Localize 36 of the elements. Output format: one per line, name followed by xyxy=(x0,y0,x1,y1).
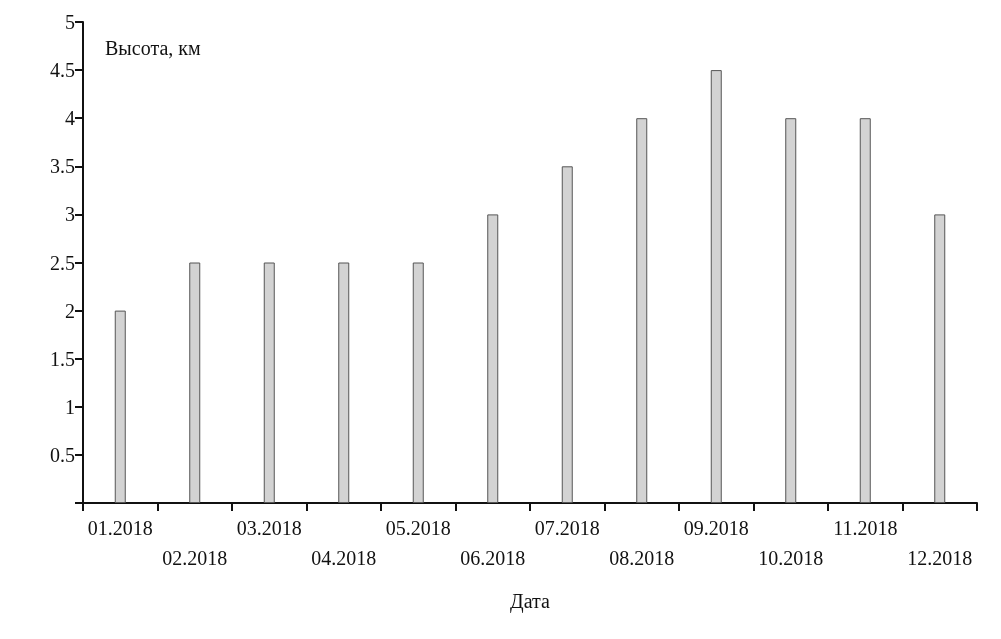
y-tick-label: 3.5 xyxy=(50,155,75,178)
bar xyxy=(636,118,648,503)
bar xyxy=(785,118,797,503)
bar xyxy=(338,262,350,503)
bar xyxy=(412,262,424,503)
x-tick-label: 06.2018 xyxy=(460,547,526,569)
x-tick-label: 10.2018 xyxy=(758,547,824,569)
y-tick-label: 4.5 xyxy=(50,59,75,82)
bar xyxy=(114,310,126,503)
x-tick-label: 04.2018 xyxy=(311,547,377,569)
y-tick-label: 4 xyxy=(65,107,75,130)
y-axis-title: Высота, км xyxy=(105,37,201,59)
x-tick-label: 11.2018 xyxy=(833,517,898,539)
bar xyxy=(189,262,201,503)
x-tick-label: 05.2018 xyxy=(385,517,451,539)
x-tick-label: 07.2018 xyxy=(534,517,600,539)
y-tick-label: 3 xyxy=(65,203,75,226)
bar xyxy=(487,214,499,503)
x-tick-label: 09.2018 xyxy=(683,517,749,539)
bar xyxy=(561,166,573,503)
bar xyxy=(263,262,275,503)
y-tick-label: 2 xyxy=(65,299,75,322)
bar xyxy=(859,118,871,503)
y-tick-label: 0.5 xyxy=(50,443,75,466)
bar xyxy=(934,214,946,503)
bar xyxy=(710,70,722,503)
x-tick-label: 03.2018 xyxy=(236,517,302,539)
y-tick-label: 1.5 xyxy=(50,347,75,370)
x-tick-label: 12.2018 xyxy=(907,547,973,569)
y-tick-label: 5 xyxy=(65,11,75,33)
y-tick-label: 2.5 xyxy=(50,251,75,274)
x-tick-label: 08.2018 xyxy=(609,547,675,569)
x-axis-title: Дата xyxy=(510,590,551,613)
y-tick-label: 1 xyxy=(65,395,75,418)
x-tick-label: 01.2018 xyxy=(87,517,153,539)
x-tick-label: 02.2018 xyxy=(162,547,228,569)
